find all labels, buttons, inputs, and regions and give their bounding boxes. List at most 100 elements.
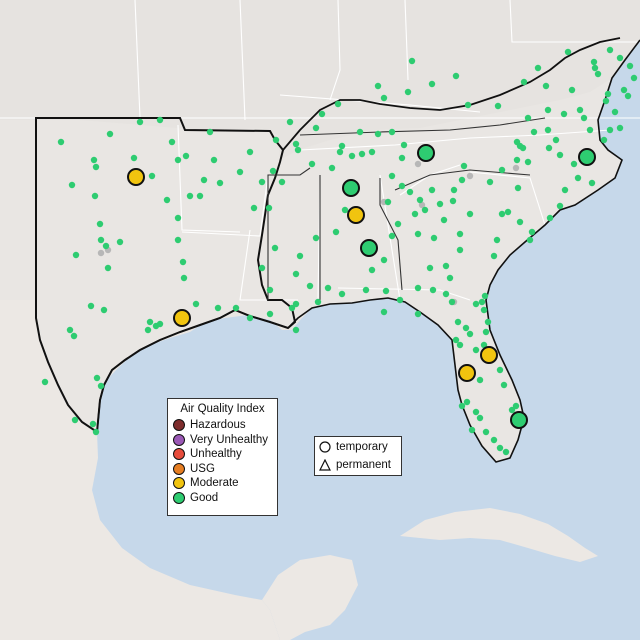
monitor-good[interactable] bbox=[545, 144, 553, 152]
monitor-good[interactable] bbox=[72, 251, 80, 259]
monitor-no-data[interactable] bbox=[414, 160, 422, 168]
monitor-good[interactable] bbox=[336, 148, 344, 156]
monitor-good[interactable] bbox=[464, 101, 472, 109]
monitor-good[interactable] bbox=[106, 130, 114, 138]
monitor-good[interactable] bbox=[482, 328, 490, 336]
monitor-good[interactable] bbox=[436, 200, 444, 208]
monitor-good[interactable] bbox=[440, 216, 448, 224]
monitor-moderate[interactable] bbox=[347, 206, 365, 224]
monitor-good[interactable] bbox=[271, 244, 279, 252]
monitor-good[interactable] bbox=[236, 168, 244, 176]
monitor-good[interactable] bbox=[502, 448, 510, 456]
monitor-good[interactable] bbox=[360, 239, 378, 257]
monitor-good[interactable] bbox=[448, 298, 456, 306]
monitor-good[interactable] bbox=[396, 296, 404, 304]
monitor-good[interactable] bbox=[388, 172, 396, 180]
monitor-good[interactable] bbox=[458, 176, 466, 184]
monitor-good[interactable] bbox=[214, 304, 222, 312]
monitor-good[interactable] bbox=[414, 310, 422, 318]
monitor-good[interactable] bbox=[342, 179, 360, 197]
monitor-good[interactable] bbox=[414, 284, 422, 292]
monitor-good[interactable] bbox=[452, 336, 460, 344]
monitor-good[interactable] bbox=[490, 436, 498, 444]
monitor-good[interactable] bbox=[294, 146, 302, 154]
monitor-good[interactable] bbox=[452, 72, 460, 80]
monitor-good[interactable] bbox=[380, 94, 388, 102]
monitor-moderate[interactable] bbox=[458, 364, 476, 382]
monitor-good[interactable] bbox=[382, 287, 390, 295]
monitor-good[interactable] bbox=[454, 318, 462, 326]
monitor-good[interactable] bbox=[494, 102, 502, 110]
monitor-good[interactable] bbox=[512, 402, 520, 410]
monitor-good[interactable] bbox=[388, 128, 396, 136]
monitor-good[interactable] bbox=[594, 70, 602, 78]
monitor-good[interactable] bbox=[102, 242, 110, 250]
monitor-good[interactable] bbox=[196, 192, 204, 200]
monitor-good[interactable] bbox=[611, 108, 619, 116]
monitor-good[interactable] bbox=[446, 274, 454, 282]
monitor-good[interactable] bbox=[394, 220, 402, 228]
monitor-good[interactable] bbox=[174, 156, 182, 164]
monitor-good[interactable] bbox=[90, 156, 98, 164]
monitor-good[interactable] bbox=[486, 178, 494, 186]
monitor-good[interactable] bbox=[449, 197, 457, 205]
monitor-good[interactable] bbox=[626, 62, 634, 70]
monitor-good[interactable] bbox=[278, 178, 286, 186]
monitor-good[interactable] bbox=[472, 408, 480, 416]
monitor-good[interactable] bbox=[168, 138, 176, 146]
monitor-good[interactable] bbox=[136, 118, 144, 126]
monitor-good[interactable] bbox=[96, 220, 104, 228]
monitor-good[interactable] bbox=[358, 150, 366, 158]
monitor-good[interactable] bbox=[179, 258, 187, 266]
monitor-good[interactable] bbox=[570, 160, 578, 168]
monitor-good[interactable] bbox=[232, 304, 240, 312]
monitor-good[interactable] bbox=[406, 188, 414, 196]
monitor-good[interactable] bbox=[192, 300, 200, 308]
monitor-good[interactable] bbox=[414, 230, 422, 238]
monitor-good[interactable] bbox=[334, 100, 342, 108]
monitor-good[interactable] bbox=[476, 376, 484, 384]
monitor-good[interactable] bbox=[97, 382, 105, 390]
monitor-good[interactable] bbox=[362, 286, 370, 294]
monitor-layer[interactable] bbox=[41, 46, 638, 456]
monitor-good[interactable] bbox=[368, 148, 376, 156]
monitor-good[interactable] bbox=[246, 148, 254, 156]
monitor-good[interactable] bbox=[524, 114, 532, 122]
monitor-good[interactable] bbox=[341, 206, 349, 214]
monitor-good[interactable] bbox=[496, 444, 504, 452]
monitor-good[interactable] bbox=[314, 298, 322, 306]
monitor-good[interactable] bbox=[92, 163, 100, 171]
monitor-good[interactable] bbox=[552, 136, 560, 144]
monitor-good[interactable] bbox=[524, 158, 532, 166]
monitor-good[interactable] bbox=[500, 381, 508, 389]
monitor-good[interactable] bbox=[546, 214, 554, 222]
monitor-good[interactable] bbox=[182, 152, 190, 160]
monitor-good[interactable] bbox=[568, 86, 576, 94]
monitor-good[interactable] bbox=[57, 138, 65, 146]
monitor-good[interactable] bbox=[68, 181, 76, 189]
monitor-good[interactable] bbox=[312, 234, 320, 242]
monitor-good[interactable] bbox=[246, 314, 254, 322]
monitor-good[interactable] bbox=[292, 326, 300, 334]
monitor-good[interactable] bbox=[388, 232, 396, 240]
monitor-good[interactable] bbox=[476, 414, 484, 422]
monitor-good[interactable] bbox=[286, 118, 294, 126]
monitor-good[interactable] bbox=[130, 154, 138, 162]
monitor-good[interactable] bbox=[493, 236, 501, 244]
monitor-good[interactable] bbox=[590, 58, 598, 66]
monitor-good[interactable] bbox=[513, 138, 521, 146]
monitor-good[interactable] bbox=[210, 156, 218, 164]
monitor-good[interactable] bbox=[332, 228, 340, 236]
monitor-good[interactable] bbox=[620, 86, 628, 94]
monitor-good[interactable] bbox=[89, 420, 97, 428]
monitor-good[interactable] bbox=[116, 238, 124, 246]
monitor-good[interactable] bbox=[266, 286, 274, 294]
monitor-good[interactable] bbox=[466, 330, 474, 338]
monitor-good[interactable] bbox=[542, 82, 550, 90]
monitor-good[interactable] bbox=[510, 411, 528, 429]
monitor-good[interactable] bbox=[456, 230, 464, 238]
monitor-good[interactable] bbox=[288, 304, 296, 312]
monitor-good[interactable] bbox=[496, 366, 504, 374]
monitor-good[interactable] bbox=[428, 186, 436, 194]
monitor-good[interactable] bbox=[498, 210, 506, 218]
